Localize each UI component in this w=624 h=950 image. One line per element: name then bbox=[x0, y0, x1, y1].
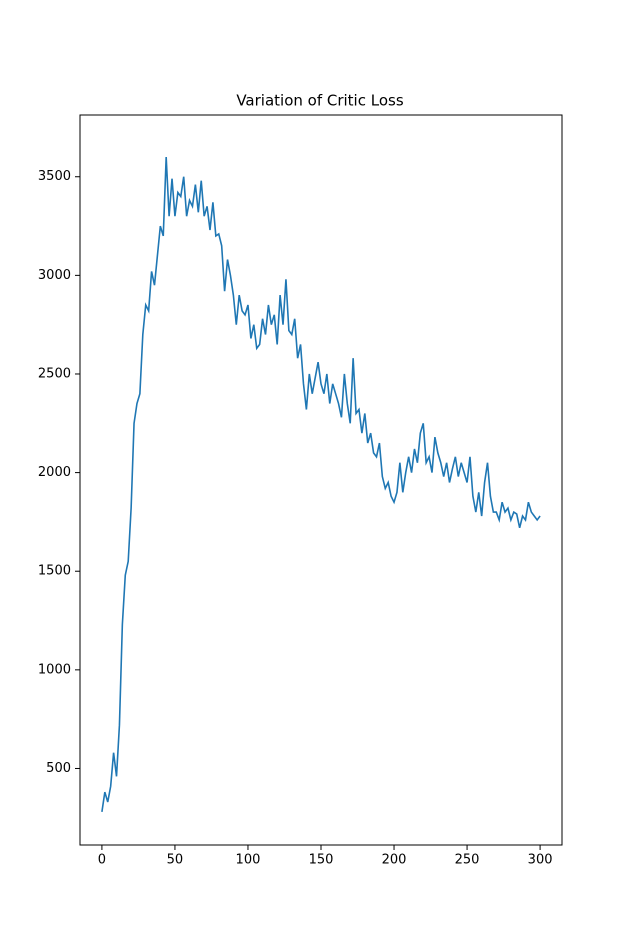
line bbox=[101, 156, 541, 812]
plot-frame bbox=[79, 114, 563, 846]
x-tick-label: 200 bbox=[382, 853, 407, 868]
x-tick-label: 0 bbox=[98, 853, 106, 868]
y-tick-label: 3500 bbox=[38, 169, 71, 184]
x-tick-label: 150 bbox=[309, 853, 334, 868]
y-tick-label: 2500 bbox=[38, 366, 71, 381]
y-tick-label: 1500 bbox=[38, 564, 71, 579]
y-tick-label: 3000 bbox=[38, 268, 71, 283]
y-tick-label: 1000 bbox=[38, 662, 71, 677]
x-tick-label: 100 bbox=[236, 853, 261, 868]
x-tick-label: 50 bbox=[167, 853, 184, 868]
x-tick-label: 250 bbox=[455, 853, 480, 868]
chart-title: Variation of Critic Loss bbox=[236, 92, 403, 110]
y-tick-label: 500 bbox=[46, 761, 71, 776]
x-tick-label: 300 bbox=[528, 853, 553, 868]
y-tick-label: 2000 bbox=[38, 465, 71, 480]
